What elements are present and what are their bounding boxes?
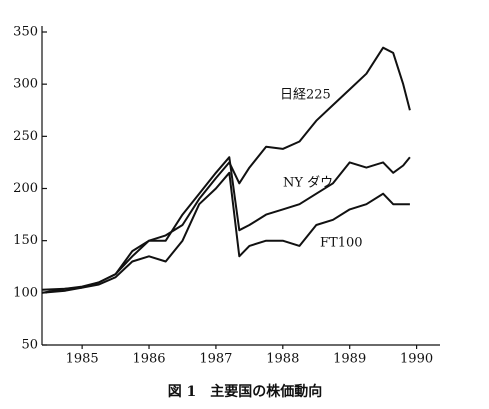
y-tick-label: 150 xyxy=(13,233,38,248)
x-tick-label: 1986 xyxy=(132,352,165,367)
y-tick-label: 100 xyxy=(13,285,38,300)
x-tick-label: 1987 xyxy=(199,352,232,367)
x-tick-label: 1985 xyxy=(66,352,99,367)
series-label: NY ダウ xyxy=(283,176,333,191)
y-tick-label: 50 xyxy=(21,338,38,353)
y-tick-label: 350 xyxy=(13,25,38,40)
series-line xyxy=(41,46,411,294)
series-line xyxy=(41,156,411,291)
caption: 図 1 主要国の株価動向 xyxy=(168,383,323,400)
series-label: FT100 xyxy=(320,236,363,251)
x-tick-label: 1989 xyxy=(333,352,366,367)
x-tick-label: 1988 xyxy=(266,352,299,367)
x-tick-label: 1990 xyxy=(400,352,433,367)
y-tick-label: 300 xyxy=(13,77,38,92)
y-tick-label: 200 xyxy=(13,181,38,196)
series-label: 日経225 xyxy=(280,88,331,103)
y-tick-label: 250 xyxy=(13,129,38,144)
series-line xyxy=(41,171,410,294)
